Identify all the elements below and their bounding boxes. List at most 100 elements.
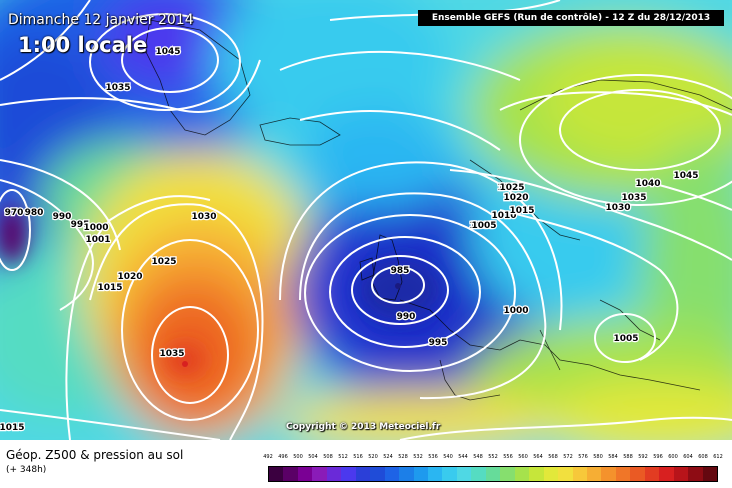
scale-label: 548	[473, 454, 483, 460]
scale-label: 608	[698, 454, 708, 460]
scale-swatch	[442, 467, 457, 481]
isobar-label: 1030	[605, 203, 630, 213]
scale-label: 556	[503, 454, 513, 460]
isobar-label: 1040	[635, 179, 660, 189]
scale-label: 572	[563, 454, 573, 460]
isobar-label: 1045	[155, 47, 180, 57]
isobar-label: 1035	[105, 83, 130, 93]
scale-swatch	[659, 467, 674, 481]
color-scale-bar	[268, 466, 718, 482]
scale-label: 580	[593, 454, 603, 460]
scale-label: 564	[533, 454, 543, 460]
scale-label: 588	[623, 454, 633, 460]
scale-swatch	[702, 467, 718, 481]
scale-label: 552	[488, 454, 498, 460]
isobars	[0, 0, 732, 440]
scale-label: 528	[398, 454, 408, 460]
scale-label: 512	[338, 454, 348, 460]
scale-swatch	[399, 467, 414, 481]
isobar-label: 1020	[503, 193, 528, 203]
scale-swatch	[485, 467, 501, 481]
isobar-label: 1010	[491, 211, 516, 221]
scale-label: 612	[713, 454, 723, 460]
isobar-label: 1020	[503, 193, 528, 203]
isobar-label: 1001	[85, 235, 110, 245]
forecast-date: Dimanche 12 janvier 2014	[8, 12, 194, 28]
scale-label: 592	[638, 454, 648, 460]
isobar-label: 1025	[499, 183, 524, 193]
forecast-time: 1:00 locale	[18, 33, 148, 57]
scale-label: 584	[608, 454, 618, 460]
scale-label: 536	[428, 454, 438, 460]
isobar-label: 1015	[509, 206, 534, 216]
model-run-label: Ensemble GEFS (Run de contrôle) - 12 Z d…	[418, 10, 724, 26]
scale-swatch	[297, 467, 313, 481]
low-center-marker	[395, 283, 401, 289]
scale-swatch	[427, 467, 443, 481]
scale-swatch	[558, 467, 573, 481]
scale-swatch	[514, 467, 530, 481]
isobar-label: 980	[25, 208, 44, 218]
scale-label: 576	[578, 454, 588, 460]
scale-label: 604	[683, 454, 693, 460]
isobar-label: 1000	[83, 223, 108, 233]
scale-swatch	[341, 467, 356, 481]
scale-swatch	[269, 467, 284, 481]
isobar-label: 1035	[159, 349, 184, 359]
map-title: Géop. Z500 & pression au sol	[6, 448, 184, 462]
isobar-label: 1015	[0, 423, 25, 433]
scale-label: 516	[353, 454, 363, 460]
isobar-label: 1020	[117, 272, 142, 282]
scale-label: 544	[458, 454, 468, 460]
copyright-text: Copyright © 2013 Meteociel.fr	[286, 422, 441, 432]
scale-swatch	[355, 467, 371, 481]
scale-label: 600	[668, 454, 678, 460]
scale-swatch	[471, 467, 486, 481]
scale-swatch	[456, 467, 472, 481]
scale-swatch	[615, 467, 631, 481]
scale-label: 500	[293, 454, 303, 460]
isobar-label: 985	[391, 266, 410, 276]
scale-label: 568	[548, 454, 558, 460]
scale-label: 492	[263, 454, 273, 460]
z500-pressure-map: 1045 1035 970 980 990 995 1000 1001 1030…	[0, 0, 732, 440]
scale-swatch	[529, 467, 544, 481]
scale-label: 504	[308, 454, 318, 460]
scale-label: 532	[413, 454, 423, 460]
isobar-label: 1025	[497, 183, 522, 193]
scale-swatch	[312, 467, 327, 481]
scale-swatch	[500, 467, 515, 481]
isobar-label: 1015	[97, 283, 122, 293]
scale-swatch	[543, 467, 559, 481]
scale-swatch	[586, 467, 602, 481]
isobar-label: 1005	[469, 221, 494, 231]
isobar-label: 1000	[503, 306, 528, 316]
coastlines	[144, 19, 732, 401]
isobar-label: 990	[397, 312, 416, 322]
isobar-label: 1045	[673, 171, 698, 181]
color-scale-labels: 492 496 500 504 508 512 516 520 524 528 532 536 540 5…	[263, 454, 723, 464]
scale-swatch	[326, 467, 342, 481]
scale-swatch	[384, 467, 400, 481]
isobar-label: 995	[71, 220, 90, 230]
isobar-label: 1030	[191, 212, 216, 222]
isobar-labels: 1045 1035 970 980 990 995 1000 1001 1030…	[0, 46, 700, 440]
scale-swatch	[644, 467, 660, 481]
scale-swatch	[572, 467, 587, 481]
scale-swatch	[413, 467, 428, 481]
isobar-label: 1005	[471, 221, 496, 231]
scale-swatch	[688, 467, 703, 481]
scale-label: 524	[383, 454, 393, 460]
scale-label: 596	[653, 454, 663, 460]
high-center-marker	[182, 361, 188, 367]
lead-time: (+ 348h)	[6, 465, 47, 475]
isobar-label: 1005	[613, 334, 638, 344]
isobar-label: 1035	[621, 193, 646, 203]
pressure-centers	[182, 283, 401, 367]
scale-label: 540	[443, 454, 453, 460]
scale-swatch	[630, 467, 645, 481]
scale-swatch	[283, 467, 298, 481]
isobar-label: 990	[53, 212, 72, 222]
scale-label: 496	[278, 454, 288, 460]
weather-map: 1045 1035 970 980 990 995 1000 1001 1030…	[0, 0, 732, 440]
